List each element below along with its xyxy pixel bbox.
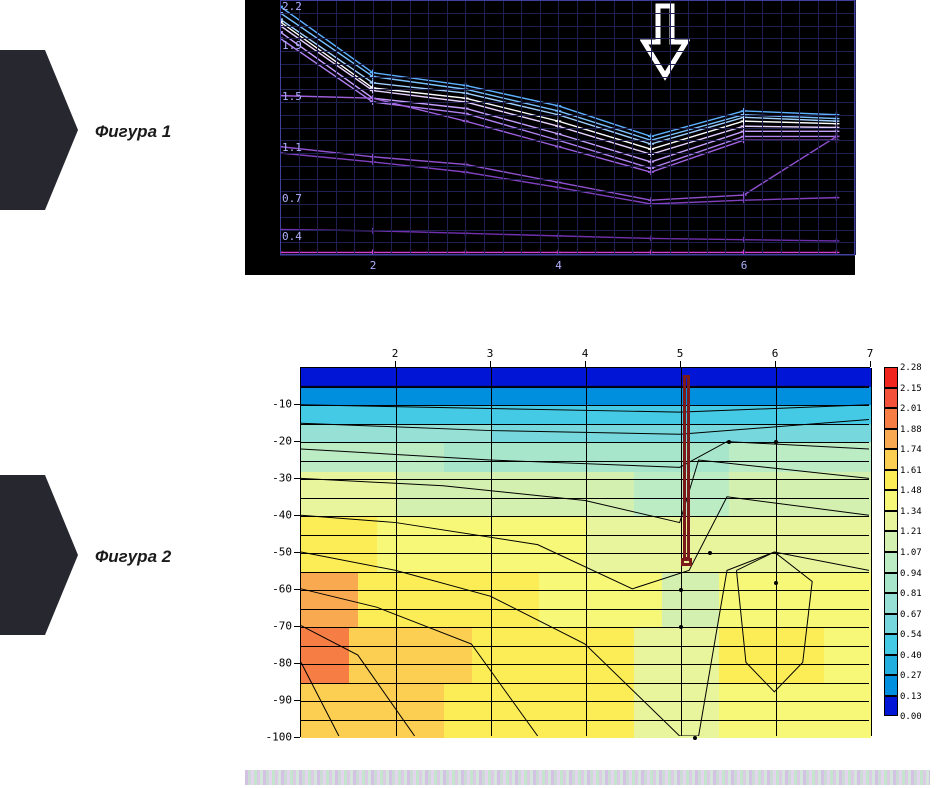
figure1-chevron [0,50,80,210]
figure1-ytick: 0.4 [282,230,302,243]
figure2-chevron [0,475,80,635]
colorbar-label: 2.15 [900,384,922,394]
colorbar-label: 0.00 [900,712,922,722]
figure2-xtick: 6 [772,347,779,360]
figure2-ytick: -10 [272,398,292,411]
colorbar-label: 2.28 [900,363,922,373]
colorbar-label: 0.94 [900,569,922,579]
figure2-colorbar: 2.282.152.011.881.741.611.481.341.211.07… [880,367,935,737]
figure2-ytick: -100 [266,731,293,744]
colorbar-label: 0.67 [900,610,922,620]
figure2-x-axis: 234567 [300,347,870,367]
down-arrow-icon [640,2,690,87]
figure2-ytick: -90 [272,694,292,707]
figure2-label-block: Фигура 2 [0,475,80,635]
figure2-ytick: -20 [272,435,292,448]
figure2-ytick: -30 [272,472,292,485]
colorbar-label: 1.21 [900,527,922,537]
figure1-ytick: 0.7 [282,192,302,205]
colorbar-label: 0.54 [900,630,922,640]
figure2-ytick: -60 [272,583,292,596]
figure1-label: Фигура 1 [95,122,171,142]
figure2-xtick: 3 [487,347,494,360]
figure1-xtick: 6 [741,259,748,272]
figure2-xtick: 5 [677,347,684,360]
colorbar-label: 1.61 [900,466,922,476]
colorbar-label: 0.81 [900,589,922,599]
figure1-chart: 2.2 1.9 1.5 1.1 0.7 0.4 2 4 6 [245,0,855,275]
figure1-ytick: 1.1 [282,141,302,154]
colorbar-label: 1.48 [900,486,922,496]
colorbar-label: 1.74 [900,445,922,455]
figure1-ytick: 2.2 [282,0,302,13]
figure2-ytick: -50 [272,546,292,559]
figure2-chart: 234567 -10-20-30-40-50-60-70-80-90-100 2… [245,347,935,737]
figure1-ytick: 1.5 [282,90,302,103]
figure2-ytick: -70 [272,620,292,633]
figure2-plot-area [300,367,870,737]
colorbar-label: 0.13 [900,692,922,702]
figure1-xtick: 4 [555,259,562,272]
colorbar-label: 0.40 [900,651,922,661]
figure2-xtick: 4 [582,347,589,360]
figure2-y-axis: -10-20-30-40-50-60-70-80-90-100 [245,367,300,737]
figure2-ytick: -80 [272,657,292,670]
figure1-label-block: Фигура 1 [0,50,80,210]
colorbar-label: 2.01 [900,404,922,414]
figure1-ytick: 1.9 [282,39,302,52]
figure2-ytick: -40 [272,509,292,522]
colorbar-label: 0.27 [900,671,922,681]
depth-marker [683,375,691,560]
figure1-xtick: 2 [370,259,377,272]
figure2-xtick: 2 [392,347,399,360]
colorbar-label: 1.34 [900,507,922,517]
figure2-xtick: 7 [867,347,874,360]
figure1-plot-area: 2.2 1.9 1.5 1.1 0.7 0.4 [280,0,855,255]
figure2-label: Фигура 2 [95,547,171,567]
colorbar-label: 1.07 [900,548,922,558]
noise-texture-bar [245,770,930,785]
colorbar-label: 1.88 [900,425,922,435]
